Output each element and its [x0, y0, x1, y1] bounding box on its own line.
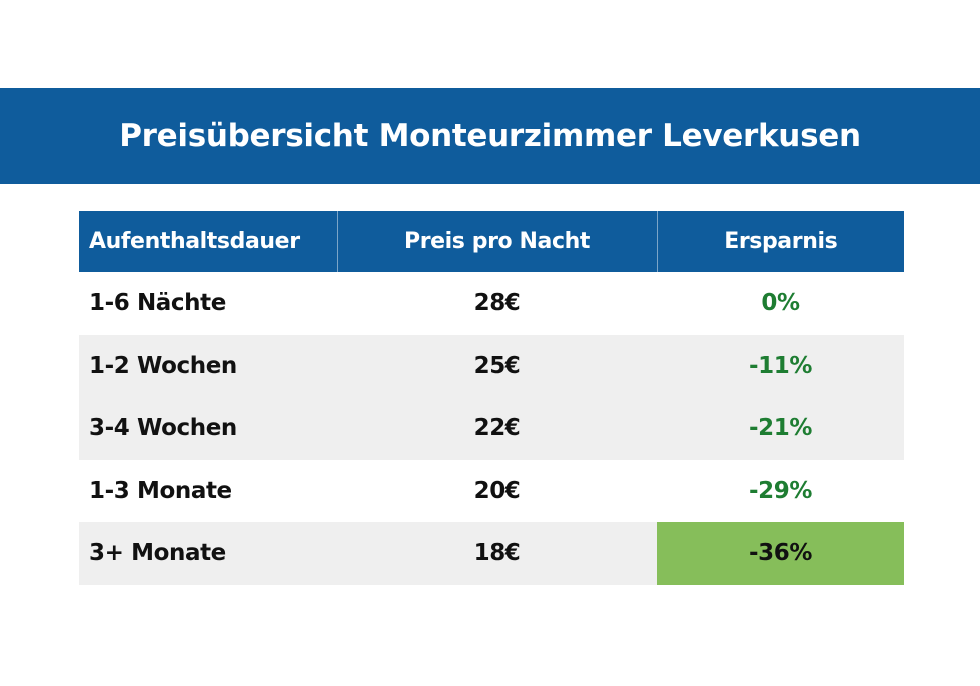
duration-cell: 3-4 Wochen [79, 397, 337, 460]
duration-cell: 3+ Monate [79, 522, 337, 585]
column-header-savings: Ersparnis [657, 211, 904, 272]
price-cell: 22€ [337, 397, 657, 460]
savings-cell: -29% [657, 459, 904, 522]
savings-cell: -11% [657, 334, 904, 397]
savings-cell: -21% [657, 397, 904, 460]
price-cell: 28€ [337, 272, 657, 335]
table-row: 1-6 Nächte 28€ 0% [79, 272, 904, 335]
table-row-highlighted: 3+ Monate 18€ -36% [79, 522, 904, 585]
page-title: Preisübersicht Monteurzimmer Leverkusen [119, 118, 861, 154]
duration-cell: 1-2 Wochen [79, 334, 337, 397]
price-cell: 25€ [337, 334, 657, 397]
savings-cell: 0% [657, 272, 904, 335]
column-header-price: Preis pro Nacht [337, 211, 658, 272]
price-cell: 20€ [337, 459, 657, 522]
table-row: 3-4 Wochen 22€ -21% [79, 397, 904, 460]
column-header-duration: Aufenthaltsdauer [79, 211, 338, 272]
table-row: 1-3 Monate 20€ -29% [79, 459, 904, 522]
duration-cell: 1-3 Monate [79, 459, 337, 522]
price-table: Aufenthaltsdauer Preis pro Nacht Ersparn… [79, 211, 904, 585]
duration-cell: 1-6 Nächte [79, 272, 337, 335]
table-header-row: Aufenthaltsdauer Preis pro Nacht Ersparn… [79, 211, 904, 272]
savings-cell-highlighted: -36% [657, 522, 904, 585]
title-banner: Preisübersicht Monteurzimmer Leverkusen [0, 88, 980, 184]
price-cell: 18€ [337, 522, 657, 585]
table-row: 1-2 Wochen 25€ -11% [79, 334, 904, 397]
